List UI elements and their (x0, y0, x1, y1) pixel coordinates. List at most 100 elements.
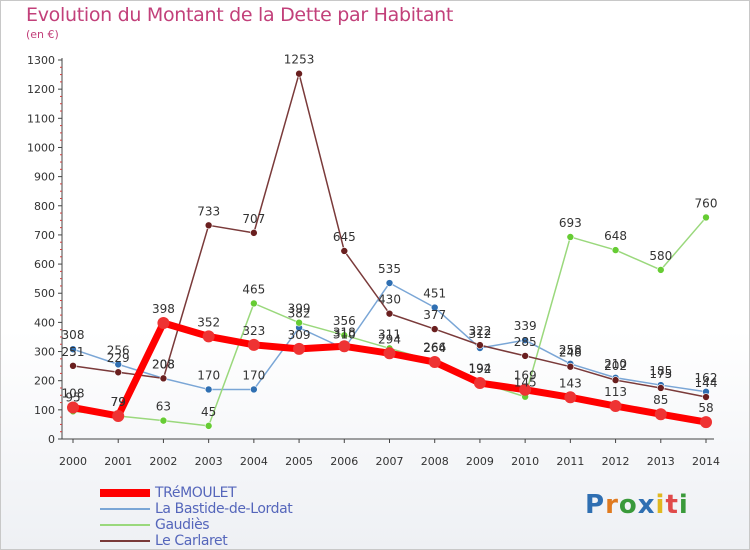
data-point (250, 229, 258, 237)
data-label: 58 (698, 401, 713, 415)
data-label: 310 (333, 328, 356, 342)
data-point (611, 376, 620, 384)
data-label: 95 (65, 390, 80, 404)
data-label: 430 (378, 293, 401, 307)
x-tick-label: 2001 (104, 455, 132, 468)
x-tick-label: 2007 (376, 455, 404, 468)
data-point (702, 213, 710, 222)
data-label: 733 (197, 204, 220, 218)
y-tick-label: 900 (34, 171, 55, 184)
data-point (654, 408, 667, 421)
data-label: 693 (559, 216, 582, 230)
data-label: 210 (604, 357, 627, 371)
y-tick-label: 1100 (27, 112, 55, 125)
data-label: 377 (423, 308, 446, 322)
data-label: 356 (333, 314, 356, 328)
x-tick-label: 2012 (602, 455, 630, 468)
data-label: 707 (242, 212, 265, 226)
x-tick-label: 2014 (692, 455, 720, 468)
data-label: 311 (378, 327, 401, 341)
data-point (566, 362, 575, 371)
x-tick-label: 2002 (149, 455, 177, 468)
data-label: 309 (288, 328, 311, 342)
data-label: 79 (111, 395, 126, 409)
data-point (340, 331, 349, 340)
data-point (250, 385, 258, 394)
data-point (519, 383, 532, 396)
x-tick-label: 2008 (421, 455, 449, 468)
data-label: 248 (559, 346, 582, 360)
data-label: 322 (468, 324, 491, 338)
data-label: 648 (604, 229, 627, 243)
y-tick-label: 700 (34, 229, 55, 242)
data-point (157, 316, 170, 329)
data-label: 258 (559, 343, 582, 357)
y-tick-label: 400 (34, 316, 55, 329)
data-point (473, 377, 486, 390)
data-point (609, 400, 622, 413)
data-label: 465 (242, 282, 265, 296)
data-point (340, 247, 349, 255)
data-point (656, 384, 665, 392)
data-point (159, 374, 168, 383)
data-label: 45 (201, 405, 216, 419)
legend-swatch (100, 540, 150, 542)
data-label: 760 (695, 196, 718, 210)
y-tick-label: 0 (48, 433, 55, 446)
data-label: 251 (62, 345, 85, 359)
data-label: 256 (107, 343, 130, 357)
data-point (250, 299, 258, 308)
data-label: 63 (156, 400, 171, 414)
x-tick-label: 2010 (511, 455, 539, 468)
data-label: 451 (423, 287, 446, 301)
data-label: 170 (242, 368, 265, 382)
chart-subtitle: (en €) (26, 28, 59, 41)
data-label: 294 (378, 332, 401, 346)
data-label: 398 (152, 302, 175, 316)
data-label: 79 (111, 395, 126, 409)
data-label: 145 (514, 376, 537, 390)
data-label: 194 (468, 361, 491, 375)
data-label: 202 (604, 359, 627, 373)
y-tick-label: 1000 (27, 141, 55, 154)
x-tick-label: 2009 (466, 455, 494, 468)
data-label: 208 (152, 357, 175, 371)
data-label: 308 (62, 328, 85, 342)
x-tick-label: 2005 (285, 455, 313, 468)
y-tick-label: 800 (34, 200, 55, 213)
data-point (295, 318, 303, 327)
data-point (385, 309, 394, 318)
data-label: 312 (468, 327, 491, 341)
legend-label: TRéMOULET (155, 485, 237, 501)
data-point (69, 345, 77, 354)
chart-title: Evolution du Montant de la Dette par Hab… (26, 4, 454, 26)
data-point (521, 352, 529, 360)
data-label: 162 (695, 371, 718, 385)
data-label: 645 (333, 230, 356, 244)
x-tick-label: 2003 (195, 455, 223, 468)
proxiti-logo: Proxiti (585, 490, 689, 520)
data-label: 318 (333, 325, 356, 339)
data-point (159, 416, 168, 425)
data-label: 169 (514, 369, 537, 383)
y-tick-label: 300 (34, 346, 55, 359)
data-point (428, 356, 441, 369)
legend-label: Le Carlaret (155, 533, 228, 549)
y-tick-label: 1200 (27, 83, 55, 96)
data-label: 580 (649, 249, 672, 263)
data-label: 323 (242, 324, 265, 338)
data-point (611, 246, 620, 254)
data-label: 108 (62, 387, 85, 401)
legend-swatch (100, 524, 150, 526)
data-point (67, 401, 79, 414)
x-tick-label: 2000 (59, 455, 87, 468)
data-point (476, 341, 484, 349)
x-tick-label: 2011 (556, 455, 584, 468)
data-label: 192 (468, 362, 491, 376)
y-tick-label: 200 (34, 375, 55, 388)
data-point (564, 391, 577, 404)
data-label: 144 (695, 376, 718, 390)
data-point (383, 347, 396, 360)
data-point (204, 221, 213, 230)
